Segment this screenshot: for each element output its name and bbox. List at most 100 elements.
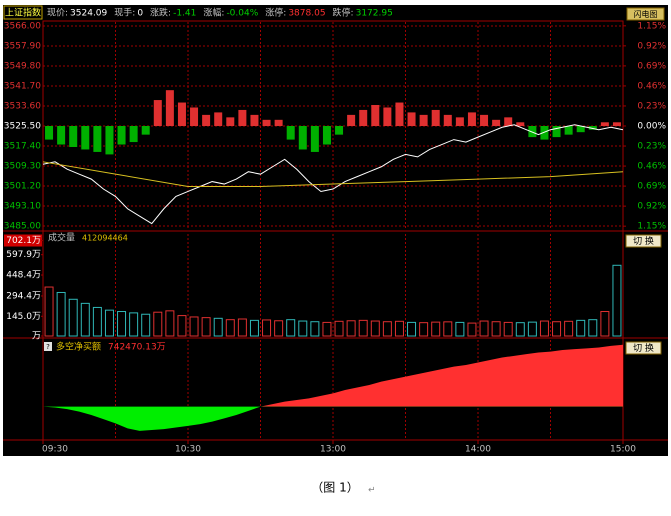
volume-bar	[394, 320, 404, 337]
header-value: 3172.95	[356, 9, 393, 19]
y-tick-label: 3509.30	[4, 162, 41, 172]
volume-bar	[92, 306, 102, 337]
volume-bar	[165, 310, 175, 337]
change-bar	[141, 126, 150, 135]
change-bar	[455, 117, 464, 126]
x-tick-label: 13:00	[320, 445, 346, 455]
volume-bar	[237, 318, 247, 337]
change-bar	[262, 119, 271, 126]
change-bar	[105, 126, 114, 155]
change-bar	[310, 126, 319, 152]
y-tick-label: 3549.80	[4, 61, 41, 71]
volume-bar	[576, 319, 586, 337]
volume-bar	[213, 317, 223, 337]
y-tick-label: 3541.70	[4, 81, 41, 91]
volume-bar	[407, 321, 417, 337]
y-tick-label: 3533.60	[4, 101, 41, 111]
change-bar	[600, 122, 609, 126]
header-value: 3524.09	[70, 9, 107, 19]
change-bar	[612, 122, 621, 126]
volume-bar	[503, 321, 513, 337]
change-bar	[298, 126, 307, 150]
volume-bar	[600, 311, 610, 337]
change-bar	[322, 126, 331, 145]
switch-button[interactable]	[625, 341, 662, 355]
y2-tick-label: 1.15%	[637, 21, 666, 31]
y2-tick-label: 0.92%	[637, 41, 666, 51]
x-tick-label: 09:30	[42, 445, 68, 455]
change-bar	[588, 126, 597, 130]
header-label: 涨停:	[265, 7, 286, 19]
change-bar	[226, 117, 235, 126]
change-bar	[190, 107, 199, 126]
current-marker	[4, 234, 42, 247]
y2-tick-label: 0.46%	[637, 81, 666, 91]
change-bar	[516, 122, 525, 126]
volume-bar	[370, 320, 380, 337]
volume-bar	[201, 317, 211, 337]
price-line	[42, 124, 624, 225]
change-bar	[238, 109, 247, 126]
change-bar	[286, 126, 295, 140]
help-icon[interactable]	[44, 342, 52, 351]
header-value: 0	[137, 9, 143, 19]
index-title: 上证指数	[5, 7, 41, 19]
change-bar	[407, 112, 416, 126]
y2-tick-label: 0.00%	[637, 122, 666, 132]
volume-bar	[334, 320, 344, 337]
volume-bar	[612, 264, 622, 337]
y2-tick-label: 0.23%	[637, 142, 666, 152]
volume-bar	[382, 321, 392, 337]
y-tick-label: 万	[32, 332, 41, 342]
volume-bar	[431, 321, 441, 337]
header-button-label[interactable]: 闪电图	[634, 9, 658, 19]
change-bar	[274, 119, 283, 126]
volume-bar	[141, 313, 151, 337]
title-box	[3, 5, 43, 20]
volume-bar	[491, 321, 501, 337]
y-tick-label: 597.9万	[6, 250, 41, 260]
volume-bar	[177, 315, 187, 337]
volume-bar	[262, 319, 272, 337]
header-value: -0.04%	[226, 9, 258, 19]
volume-bar	[310, 321, 320, 337]
y-tick-label: 145.0万	[6, 312, 41, 322]
y-tick-label: 3485.00	[4, 222, 41, 232]
volume-bar	[515, 322, 525, 337]
change-bar	[395, 102, 404, 126]
change-bar	[347, 114, 356, 126]
y-tick-label: 3557.90	[4, 41, 41, 51]
volume-bar	[346, 320, 356, 337]
change-bar	[576, 126, 585, 133]
change-bar	[552, 126, 561, 138]
header-value: -1.41	[173, 9, 196, 19]
change-bar	[359, 109, 368, 126]
change-bar	[480, 114, 489, 126]
y2-tick-label: 0.23%	[637, 101, 666, 111]
volume-bar	[479, 320, 489, 337]
y-tick-label: 3525.50	[4, 122, 41, 132]
header-button[interactable]	[626, 7, 665, 21]
switch-button[interactable]	[625, 234, 662, 248]
caption-mark: ↵	[368, 486, 376, 496]
switch-button-label[interactable]: 切 换	[633, 342, 654, 354]
y2-tick-label: 0.92%	[637, 202, 666, 212]
volume-bar	[249, 319, 259, 337]
volume-bar	[153, 311, 163, 337]
caption: （图 1）	[311, 481, 358, 495]
volume-bar	[225, 319, 235, 337]
help-icon-glyph: ?	[46, 343, 50, 351]
volume-bar	[298, 320, 308, 337]
volume-bar	[68, 298, 78, 337]
change-bar	[419, 114, 428, 126]
header-label: 现价:	[47, 8, 68, 19]
net-area	[43, 344, 623, 431]
volume-legend: 成交量	[48, 232, 75, 244]
change-bar	[81, 126, 90, 150]
net-total: 742470.13万	[108, 343, 166, 353]
volume-bar	[588, 319, 598, 337]
x-tick-label: 14:00	[465, 445, 491, 455]
change-bar	[117, 126, 126, 145]
switch-button-label[interactable]: 切 换	[633, 235, 654, 247]
